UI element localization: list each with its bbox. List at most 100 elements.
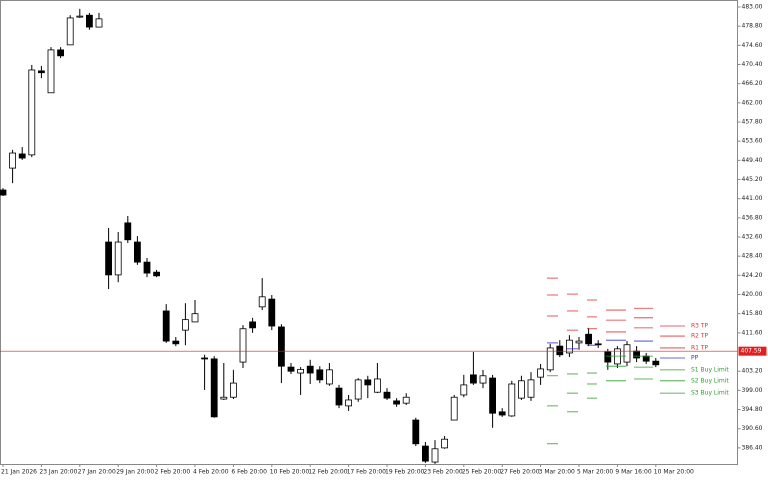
y-tick-label: 466.20 [742, 80, 763, 87]
candle-body [412, 419, 420, 445]
x-tick-label: 21 Jan 2026 [1, 469, 37, 476]
y-tick-label: 432.60 [742, 234, 763, 241]
current-price-label: 407.59 [741, 348, 762, 355]
candle-body [546, 347, 554, 371]
y-tick-label: 394.80 [742, 406, 763, 413]
candle-body [297, 368, 305, 374]
y-tick-label: 483.00 [742, 3, 763, 10]
candle-body [421, 445, 429, 462]
y-tick-label: 457.80 [742, 119, 763, 126]
y-tick-label: 436.80 [742, 214, 763, 221]
candle-body [441, 438, 449, 449]
candle-body [489, 377, 497, 414]
candle-body [345, 399, 353, 407]
x-tick-label: 23 Feb 20:00 [423, 469, 463, 476]
candle-body [633, 350, 640, 359]
x-tick-label: 19 Feb 20:00 [385, 469, 425, 476]
x-tick-label: 9 Mar 16:00 [615, 469, 651, 476]
level-label: R3 TP [691, 323, 709, 330]
candle-body [191, 313, 199, 323]
candle-body [383, 391, 391, 399]
candle-body [594, 343, 602, 346]
candle-body [354, 379, 362, 400]
candle-body [623, 344, 631, 363]
y-tick-label: 478.80 [742, 23, 763, 30]
y-tick-label: 415.80 [742, 310, 763, 317]
candle-body [469, 374, 477, 384]
candle-body [249, 321, 257, 329]
candle-body [258, 296, 266, 308]
candle-body [431, 448, 439, 463]
candle-body [642, 355, 650, 362]
level-label: S1 Buy Limit [691, 366, 729, 373]
level-label: R1 TP [691, 344, 709, 351]
candle-body [201, 357, 209, 360]
x-tick-label: 10 Mar 20:00 [654, 469, 694, 476]
level-label: R2 TP [691, 333, 709, 340]
candle-body [479, 375, 487, 384]
candle-body [325, 369, 333, 385]
level-label: S3 Buy Limit [691, 390, 729, 397]
candle-body [229, 382, 237, 398]
candle-body [518, 380, 525, 399]
candle-body [575, 340, 583, 344]
x-tick-label: 10 Feb 20:00 [270, 469, 310, 476]
level-label: S2 Buy Limit [691, 377, 729, 384]
candle-body [335, 387, 343, 406]
candle-body [537, 368, 544, 378]
candle-body [508, 383, 516, 417]
candle-body [172, 340, 180, 345]
y-tick-label: 390.60 [742, 425, 763, 432]
candle-body [105, 241, 112, 276]
candle-body [239, 328, 247, 363]
x-tick-label: 4 Feb 20:00 [193, 469, 229, 476]
y-tick-label: 453.60 [742, 138, 763, 145]
x-tick-label: 12 Feb 20:00 [308, 469, 348, 476]
y-tick-label: 449.40 [742, 157, 763, 164]
candle-body [566, 339, 573, 354]
candle-body [556, 345, 564, 356]
x-tick-label: 27 Jan 20:00 [78, 469, 116, 476]
x-tick-label: 25 Feb 20:00 [462, 469, 502, 476]
candle-body [47, 49, 55, 94]
y-tick-label: 462.00 [742, 99, 763, 106]
candle-body [210, 358, 218, 418]
x-tick-label: 5 Mar 20:00 [577, 469, 613, 476]
candle-body [143, 261, 151, 274]
candle-body [460, 384, 468, 396]
x-tick-label: 23 Jan 20:00 [39, 469, 77, 476]
y-tick-label: 441.00 [742, 195, 763, 202]
y-tick-label: 445.20 [742, 176, 763, 183]
candle-body [66, 17, 74, 46]
candle-body [585, 333, 592, 345]
candle-body [450, 396, 458, 421]
candle-body [28, 69, 36, 156]
candle-body [287, 366, 295, 372]
candle-body [364, 379, 372, 386]
candle-body [220, 396, 228, 400]
candle-body [0, 189, 7, 196]
candle-body [18, 153, 26, 159]
x-tick-label: 29 Jan 20:00 [116, 469, 154, 476]
candle-body [95, 18, 103, 28]
y-tick-label: 386.40 [742, 444, 763, 451]
candle-body [124, 222, 132, 241]
y-tick-label: 420.00 [742, 291, 763, 298]
x-tick-label: 17 Feb 20:00 [347, 469, 387, 476]
candle-body [277, 326, 285, 367]
y-tick-label: 411.60 [742, 329, 763, 336]
candle-body [527, 379, 535, 398]
candle-body [393, 400, 401, 405]
x-tick-label: 27 Feb 20:00 [500, 469, 540, 476]
candle-body [86, 14, 93, 28]
x-tick-label: 3 Mar 20:00 [539, 469, 575, 476]
candle-body [373, 378, 381, 393]
x-tick-label: 2 Feb 20:00 [155, 469, 191, 476]
candle-body [162, 310, 170, 342]
candle-body [402, 396, 410, 404]
y-tick-label: 403.20 [742, 368, 763, 375]
candle-body [268, 298, 276, 327]
y-tick-label: 428.40 [742, 253, 763, 260]
candle-body [306, 365, 314, 374]
